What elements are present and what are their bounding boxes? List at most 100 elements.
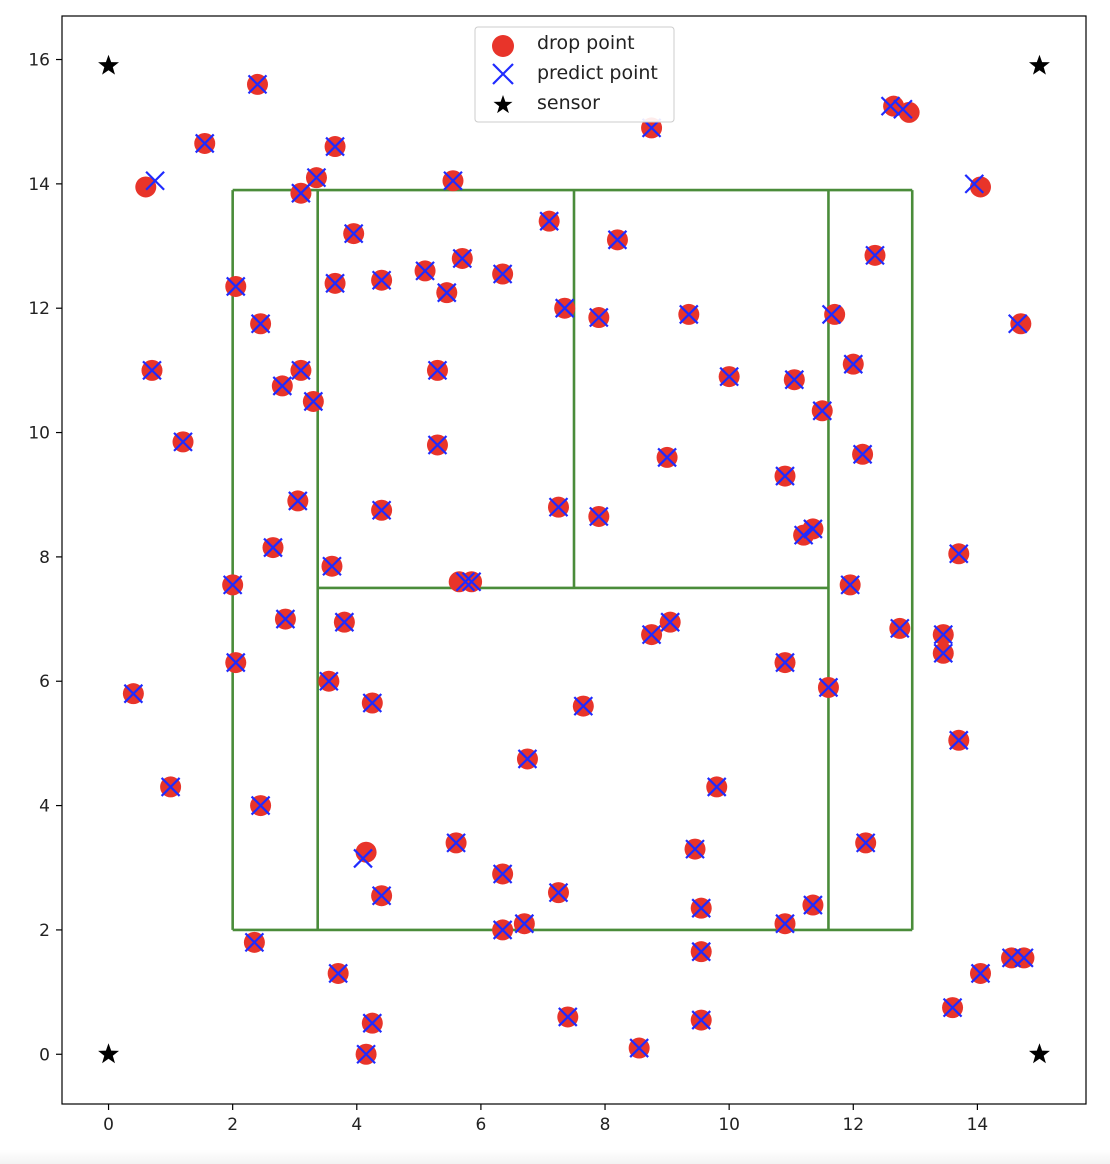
predict-point	[328, 963, 348, 984]
legend-predict-label: predict point	[537, 62, 658, 84]
legend-drop-label: drop point	[537, 32, 635, 54]
predict-point	[291, 360, 311, 381]
x-tick-label: 10	[718, 1115, 740, 1135]
predict-point	[970, 963, 991, 984]
predict-point	[539, 211, 559, 231]
predict-point	[589, 307, 609, 328]
x-tick-label: 4	[351, 1115, 362, 1135]
predict-point	[353, 848, 373, 869]
predict-point	[691, 1010, 712, 1030]
predict-point	[685, 839, 705, 859]
predict-point	[706, 777, 727, 797]
predict-point	[880, 96, 901, 116]
predict-point	[933, 643, 954, 664]
predict-point	[691, 898, 712, 918]
drop-point	[355, 841, 377, 863]
predict-point	[325, 273, 345, 294]
legend-sensor-label: sensor	[537, 92, 600, 114]
predict-point	[514, 913, 535, 934]
drop-point	[1010, 313, 1032, 335]
x-tick-label: 6	[475, 1115, 486, 1135]
predict-point	[362, 1013, 383, 1033]
predict-point	[775, 913, 795, 934]
predict-point	[145, 170, 165, 191]
y-tick-label: 16	[28, 51, 50, 71]
predict-point	[334, 612, 355, 632]
predict-point	[554, 298, 575, 318]
predict-point	[948, 544, 969, 564]
predict-point	[812, 401, 833, 421]
legend-drop-marker	[492, 35, 514, 57]
predict-point	[775, 652, 795, 673]
y-axis: 0 2 4 6 8 10 12 14 16	[28, 51, 62, 1065]
predict-point	[517, 749, 538, 769]
predict-point	[247, 74, 268, 95]
predict-point	[719, 366, 739, 387]
predict-point	[222, 575, 243, 595]
predict-point	[558, 1007, 578, 1027]
predict-point	[843, 354, 864, 374]
predict-point	[427, 435, 448, 455]
predict-point	[893, 99, 913, 120]
predict-point	[250, 795, 271, 816]
predict-point	[272, 376, 293, 396]
predict-point	[865, 245, 885, 266]
y-tick-label: 6	[39, 672, 50, 692]
y-tick-label: 12	[28, 299, 50, 319]
predict-point	[288, 491, 308, 511]
predict-point	[455, 571, 476, 592]
predict-point	[942, 997, 963, 1018]
predict-point	[291, 183, 311, 203]
legend-predict-marker	[492, 63, 514, 85]
predict-point	[244, 932, 265, 953]
x-tick-label: 12	[842, 1115, 864, 1135]
drop-point	[135, 176, 157, 198]
y-tick-label: 8	[39, 548, 50, 568]
predict-point	[446, 833, 466, 853]
x-tick-label: 14	[967, 1115, 989, 1135]
predict-point	[362, 693, 383, 713]
x-tick-label: 2	[227, 1115, 238, 1135]
predict-point	[225, 652, 246, 673]
predict-point	[641, 624, 662, 645]
predict-point	[461, 571, 482, 592]
x-tick-label: 0	[103, 1115, 114, 1135]
predict-point	[371, 500, 392, 521]
predict-point	[964, 174, 985, 194]
predict-point	[784, 369, 805, 390]
predict-point	[263, 537, 283, 558]
predict-point	[173, 432, 193, 452]
legend-box	[474, 26, 675, 123]
predict-point	[1007, 313, 1028, 334]
y-tick-label: 0	[39, 1045, 50, 1065]
predict-point	[452, 248, 473, 269]
predict-point	[123, 683, 144, 704]
drop-point	[824, 303, 846, 325]
predict-point	[415, 261, 435, 281]
y-tick-label: 14	[28, 175, 50, 195]
x-axis: 0 2 4 6 8 10 12 14	[103, 1104, 988, 1135]
predict-point	[607, 230, 628, 250]
predict-point	[793, 525, 814, 545]
bottom-fade	[0, 1150, 1110, 1164]
predict-point	[142, 360, 162, 381]
predict-point	[160, 777, 181, 797]
predict-point	[325, 136, 345, 157]
legend: drop point predict point sensor	[474, 26, 675, 123]
predict-point	[343, 223, 364, 244]
predict-point	[492, 920, 513, 940]
predict-point	[225, 276, 246, 297]
predict-point	[250, 313, 271, 334]
predict-point	[356, 1044, 376, 1065]
drop-point	[969, 176, 991, 198]
predict-point	[818, 677, 839, 698]
predict-point	[821, 304, 842, 325]
predict-point	[194, 133, 215, 154]
drop-point	[898, 101, 920, 123]
predict-point	[319, 671, 339, 692]
sensor-marker	[98, 54, 119, 75]
predict-point	[855, 833, 876, 853]
predict-point	[322, 556, 342, 576]
legend-sensor-marker	[493, 95, 513, 114]
